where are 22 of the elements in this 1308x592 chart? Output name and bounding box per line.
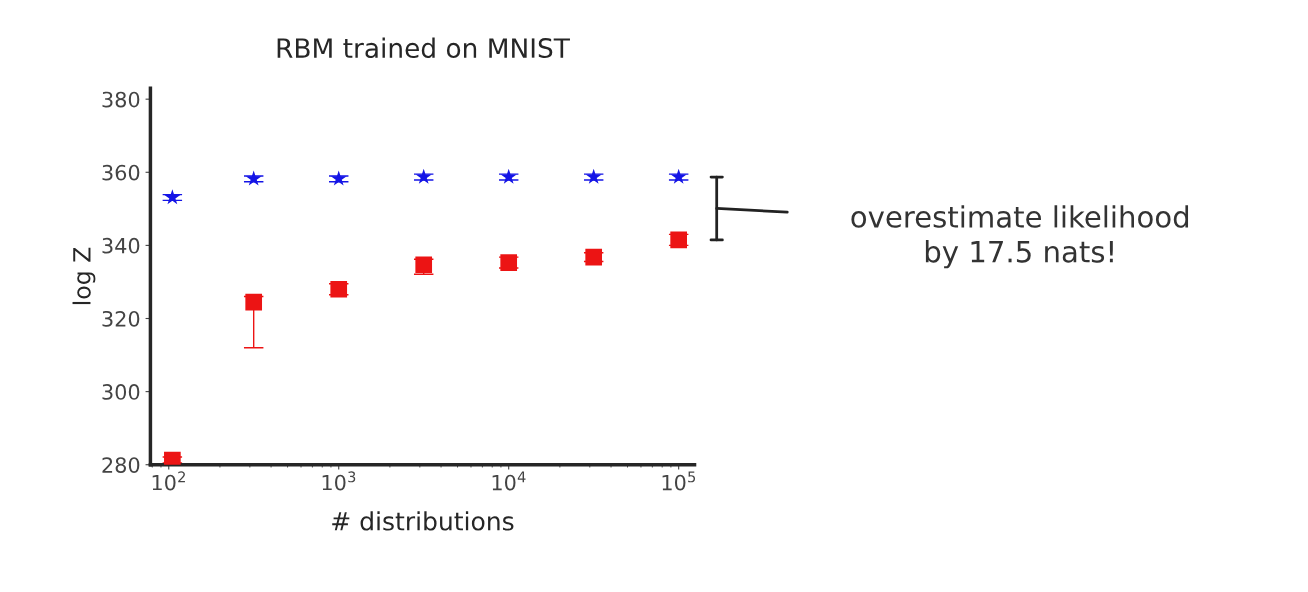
y-axis-title: log Z [72,247,96,305]
point [670,168,687,184]
text: overestimate likelihood by 17.5 nats! [851,205,1189,269]
y-tick-label: 300 [102,384,140,400]
point [415,168,432,184]
point [245,293,263,311]
y-tick-label: 320 [102,310,140,327]
point [500,168,517,184]
x-tick-label: 10$^{2}$ [152,471,185,491]
point [245,170,262,186]
y-tick-label: 380 [102,91,140,108]
x-tick-label: 10$^{3}$ [322,471,356,491]
x-axis-title: # distributions [332,511,514,531]
y-tick-label: 280 [102,457,140,473]
point [585,248,603,266]
chart-title: RBM trained on MNIST [277,37,570,59]
point [585,168,602,184]
y-tick-label: 360 [102,164,140,181]
point [330,170,347,186]
y-tick-label: 340 [102,237,140,254]
x-tick-label: 10$^{4}$ [492,471,526,491]
x-tick-label: 10$^{5}$ [662,471,696,491]
